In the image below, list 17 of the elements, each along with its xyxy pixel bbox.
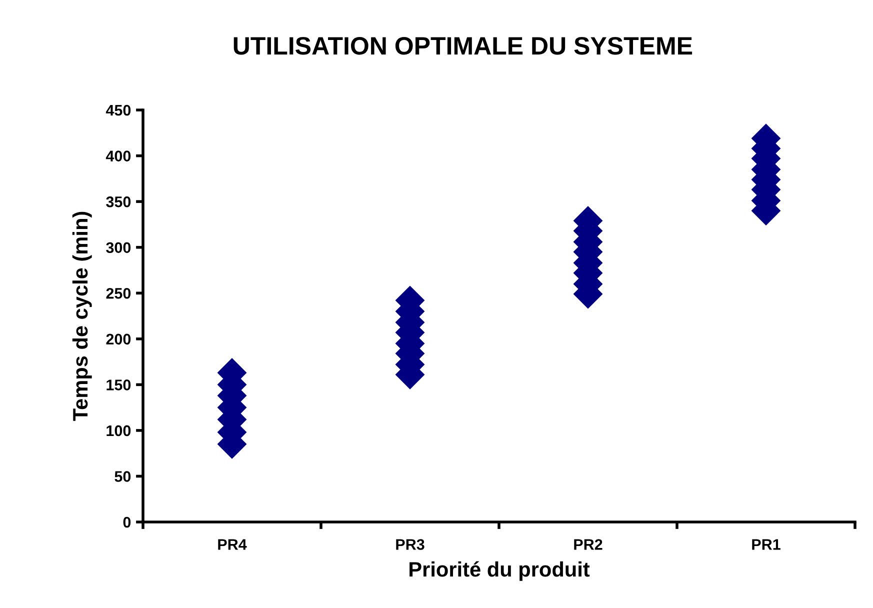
y-tick-label: 450 xyxy=(106,104,131,116)
x-tick-label: PR3 xyxy=(396,539,424,550)
y-tick-label: 0 xyxy=(123,516,131,528)
x-tick-label: PR4 xyxy=(218,539,247,550)
x-tick-label: PR2 xyxy=(574,539,602,550)
x-axis-title: Priorité du produit xyxy=(410,561,590,581)
x-tick-label: PR1 xyxy=(752,539,780,550)
chart-title: UTILISATION OPTIMALE DU SYSTEME xyxy=(234,37,692,55)
y-tick-label: 300 xyxy=(106,242,131,254)
y-axis-title: Temps de cycle (min) xyxy=(72,212,92,421)
y-tick-label: 350 xyxy=(106,196,131,208)
y-tick-label: 200 xyxy=(106,334,131,345)
y-tick-label: 150 xyxy=(106,380,131,390)
y-tick-label: 250 xyxy=(106,288,131,299)
y-tick-label: 400 xyxy=(106,150,131,162)
y-tick-label: 50 xyxy=(114,471,131,482)
y-tick-label: 100 xyxy=(106,425,131,436)
